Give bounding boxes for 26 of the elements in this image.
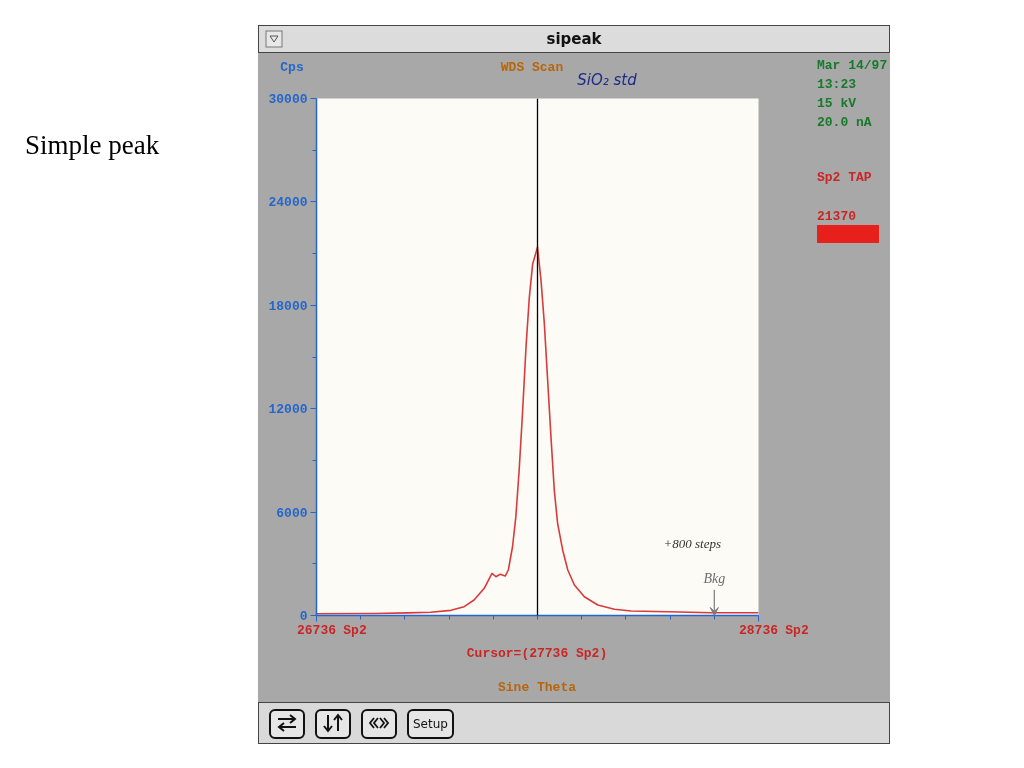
- text: Sp2: [785, 623, 809, 638]
- y-tick-label: 18000: [268, 298, 308, 314]
- y-axis-title: Cps: [280, 59, 304, 77]
- y-tick-label: 6000: [276, 505, 308, 521]
- text: 21370: [817, 208, 857, 226]
- text: Simple peak: [25, 129, 160, 162]
- x-tick-label: 28736: [739, 622, 779, 638]
- y-tick-label: 0: [299, 609, 308, 624]
- text: Setup: [407, 709, 454, 739]
- text: SiO₂ std: [577, 70, 637, 91]
- y-tick-label: 30000: [268, 92, 308, 107]
- text: WDS Scan: [500, 59, 564, 77]
- text: Mar 14/97: [817, 57, 888, 75]
- annotation: Bkg: [703, 570, 726, 586]
- annotation: +800 steps: [663, 536, 722, 551]
- text: 13:23: [817, 76, 857, 94]
- y-tick-label: 24000: [268, 195, 308, 211]
- y-tick-label: 12000: [268, 402, 308, 418]
- text: Sp2 TAP: [817, 169, 872, 187]
- x-tick-label: 26736: [297, 622, 337, 638]
- ref-line-label: Cursor=(27736 Sp2): [466, 645, 608, 663]
- text: Sp2: [343, 623, 367, 638]
- text: 20.0 nA: [817, 114, 872, 132]
- x-axis-title: Sine Theta: [497, 679, 577, 697]
- text: 15 kV: [817, 95, 857, 113]
- chart-subtitle: sipeak: [258, 25, 890, 53]
